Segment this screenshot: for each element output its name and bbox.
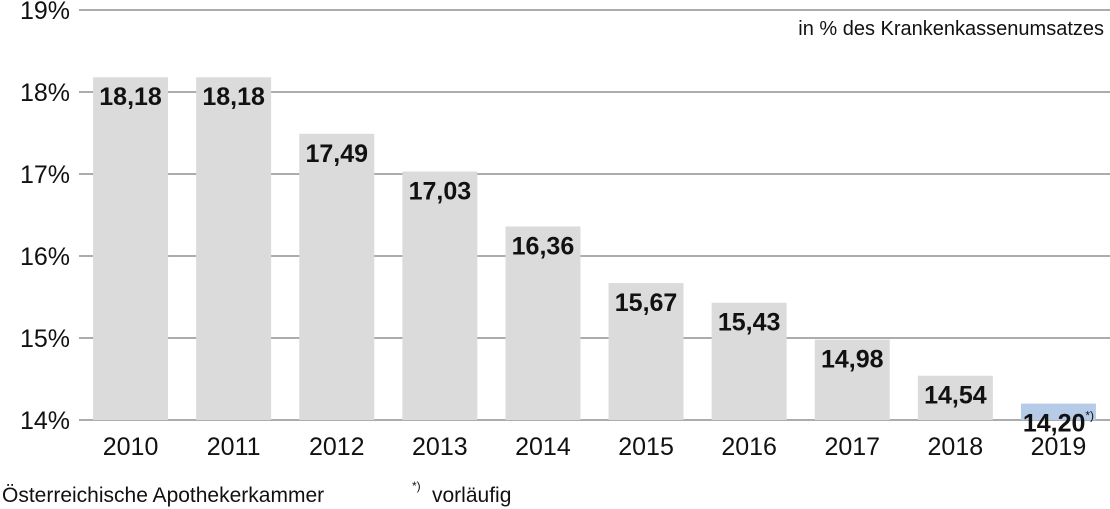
data-label: 14,98 [821,346,884,374]
data-label: 18,18 [202,83,265,111]
y-tick-label: 15% [20,325,70,353]
bar [1020,403,1096,420]
bar [814,339,890,420]
bars [93,77,1096,421]
data-label: 15,67 [615,289,678,317]
x-tick-label: 2017 [824,433,880,461]
x-tick-label: 2013 [412,433,468,461]
x-tick-label: 2014 [515,433,571,461]
x-tick-label: 2018 [928,433,984,461]
x-tick-label: 2010 [103,433,159,461]
x-tick-label: 2015 [618,433,674,461]
footnote-text: vorläufig [432,484,511,507]
bar [711,302,787,420]
unit-note: in % des Krankenkassenumsatzes [798,18,1104,40]
data-label: 17,03 [409,178,472,206]
bar [505,226,581,420]
x-tick-label: 2019 [1031,433,1087,461]
x-tick-label: 2011 [207,433,261,461]
data-label: 16,36 [512,232,575,260]
data-labels: 18,18 18,18 17,49 17,03 16,36 15,67 15,43 14,98… [99,83,1094,437]
bar [196,77,272,421]
data-label: 15,43 [718,309,781,337]
y-tick-label: 18% [20,79,70,107]
bar [93,77,169,421]
data-label: 14,20*) [1023,409,1094,438]
y-tick-label: 14% [20,407,70,435]
data-label: 14,54 [924,382,987,410]
bar [917,375,993,420]
x-tick-label: 2016 [721,433,777,461]
source-label: Österreichische Apothekerkammer [2,484,324,507]
bar [299,133,375,420]
y-tick-label: 16% [20,243,70,271]
data-label: 17,49 [305,140,368,168]
y-tick-label: 19% [20,0,70,25]
x-axis-ticks: 2010 2011 2012 2013 2014 2015 2016 2017 2018 2019 [103,433,1087,461]
data-label: 18,18 [99,83,162,111]
bar [608,283,684,420]
bar [402,171,478,420]
x-tick-label: 2012 [309,433,365,461]
y-axis-ticks: 14% 15% 16% 17% 18% 19% [20,0,70,435]
y-tick-label: 17% [20,161,70,189]
data-label-footnote-mark: *) [1085,409,1094,423]
footnote-mark: *) [412,479,421,493]
